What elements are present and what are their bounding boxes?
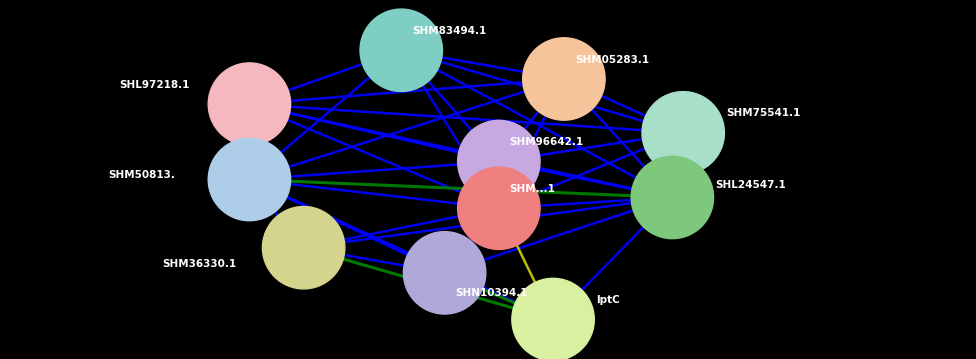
Ellipse shape [263, 206, 345, 289]
Ellipse shape [208, 63, 291, 145]
Text: SHM...1: SHM...1 [509, 184, 555, 194]
Text: SHM75541.1: SHM75541.1 [726, 108, 801, 118]
Ellipse shape [360, 9, 442, 92]
Text: SHN10394.1: SHN10394.1 [456, 288, 528, 298]
Text: lptC: lptC [596, 295, 620, 305]
Text: SHL24547.1: SHL24547.1 [715, 180, 787, 190]
Ellipse shape [208, 138, 291, 221]
Text: SHM50813.: SHM50813. [108, 169, 176, 180]
Ellipse shape [631, 156, 713, 239]
Ellipse shape [523, 38, 605, 120]
Text: SHL97218.1: SHL97218.1 [119, 80, 189, 90]
Ellipse shape [403, 232, 486, 314]
Text: SHM36330.1: SHM36330.1 [163, 259, 237, 269]
Ellipse shape [458, 167, 540, 250]
Text: SHM05283.1: SHM05283.1 [575, 55, 649, 65]
Text: SHM83494.1: SHM83494.1 [412, 26, 486, 36]
Ellipse shape [642, 92, 724, 174]
Ellipse shape [511, 278, 594, 359]
Text: SHM96642.1: SHM96642.1 [509, 137, 584, 147]
Ellipse shape [458, 120, 540, 203]
